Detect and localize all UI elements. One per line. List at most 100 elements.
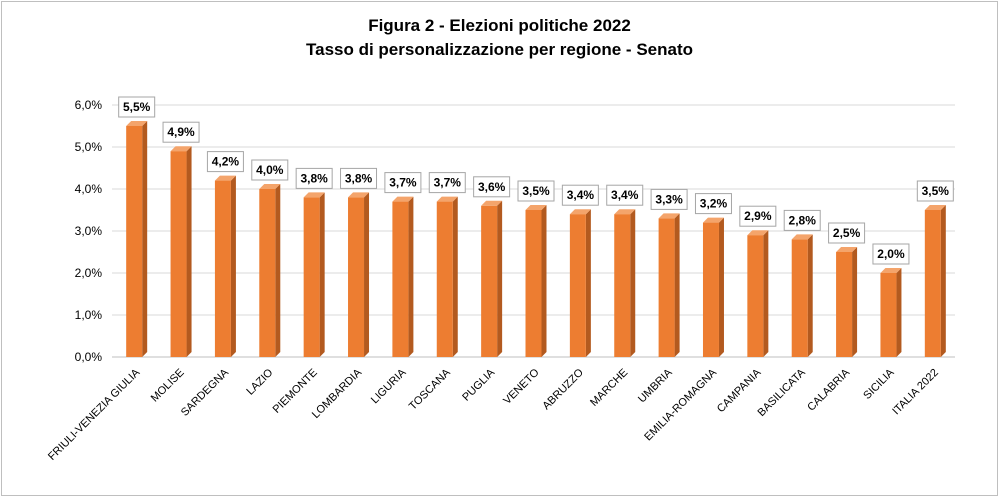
data-label: 3,2%	[700, 197, 728, 211]
data-label: 3,4%	[567, 188, 595, 202]
bar-group	[614, 209, 636, 357]
category-label: ABRUZZO	[540, 366, 586, 412]
y-tick-label: 2,0%	[75, 266, 103, 280]
bar-side	[364, 192, 370, 357]
bar-top	[924, 205, 946, 210]
bar-group	[747, 230, 769, 357]
bar-top	[481, 200, 503, 206]
data-label-box	[606, 184, 644, 206]
data-label: 3,8%	[300, 171, 328, 185]
bar	[348, 197, 365, 357]
bar-side	[541, 205, 547, 357]
bar-group	[348, 192, 370, 357]
data-label: 2,9%	[744, 209, 772, 223]
bar-group	[791, 234, 813, 357]
data-label-box	[295, 167, 333, 189]
bar-top	[392, 196, 414, 202]
data-label-box	[828, 222, 866, 244]
data-label-box	[916, 180, 954, 202]
bar-side	[275, 184, 281, 357]
category-label: MOLISE	[149, 367, 187, 405]
data-label: 3,8%	[345, 171, 373, 185]
bar-top	[348, 192, 370, 198]
category-label: MARCHE	[588, 367, 630, 409]
bar-side	[674, 213, 680, 357]
y-tick-label: 5,0%	[75, 140, 103, 154]
data-label: 3,5%	[522, 184, 550, 198]
bar	[569, 214, 586, 357]
data-label: 3,6%	[478, 180, 506, 194]
bar-side	[230, 175, 236, 357]
bar-top	[791, 234, 813, 240]
bar-top	[214, 175, 236, 181]
chart-subtitle: Tasso di personalizzazione per regione -…	[306, 40, 693, 59]
bar	[924, 210, 941, 357]
data-label: 5,5%	[123, 100, 151, 114]
data-label: 3,7%	[434, 176, 462, 190]
bar	[614, 214, 631, 357]
bar-top	[702, 217, 724, 223]
bar-side	[763, 230, 769, 357]
data-label-box	[340, 167, 378, 189]
category-label: PIEMONTE	[271, 367, 320, 416]
category-label: CALABRIA	[805, 366, 852, 413]
data-label-box	[162, 121, 200, 143]
bar-side	[142, 121, 148, 357]
bar-side	[452, 196, 458, 357]
bar-top	[836, 247, 858, 252]
bar-group	[525, 205, 547, 357]
bar-group	[924, 205, 946, 357]
y-tick-label: 3,0%	[75, 224, 103, 238]
bar-group	[481, 200, 503, 357]
bar	[702, 222, 719, 357]
bar-top	[170, 146, 192, 152]
bar-group	[259, 184, 281, 357]
category-label: FRIULI-VENEZIA GIULIA	[46, 366, 143, 463]
data-label: 4,0%	[256, 163, 284, 177]
category-label: SARDEGNA	[179, 366, 232, 419]
category-label: BASILICATA	[756, 366, 809, 419]
bar-side	[852, 247, 858, 357]
category-label: LIGURIA	[369, 366, 409, 406]
bar-group	[702, 217, 724, 357]
y-tick-label: 1,0%	[75, 308, 103, 322]
data-label-box	[206, 151, 244, 173]
y-tick-label: 6,0%	[75, 98, 103, 112]
data-label-box	[739, 205, 777, 227]
bar-side	[896, 268, 902, 357]
bar-side	[319, 192, 325, 357]
bar	[214, 180, 231, 357]
bar-group	[836, 247, 858, 357]
bar-group	[170, 146, 192, 357]
data-label: 3,4%	[611, 188, 639, 202]
data-label-box	[384, 172, 422, 194]
y-tick-label: 0,0%	[75, 350, 103, 364]
bar	[791, 239, 808, 357]
data-label: 2,8%	[789, 213, 817, 227]
bar	[525, 210, 542, 357]
bar-group	[126, 121, 148, 357]
data-label: 3,7%	[389, 176, 417, 190]
category-label: PUGLIA	[460, 366, 497, 403]
bar-group	[303, 192, 325, 357]
category-label: TOSCANA	[407, 366, 453, 412]
bar	[303, 197, 320, 357]
category-label: SICILIA	[861, 366, 897, 402]
bar	[170, 151, 187, 357]
bar	[126, 126, 143, 357]
bar	[481, 205, 498, 357]
chart-title-block: Figura 2 - Elezioni politiche 2022 Tasso…	[0, 14, 999, 62]
data-label-box	[517, 180, 555, 202]
data-label: 4,9%	[167, 125, 195, 139]
bar-side	[585, 209, 591, 357]
bar-group	[436, 196, 458, 357]
data-label: 3,3%	[655, 192, 683, 206]
bar-top	[569, 209, 591, 215]
bar-top	[658, 213, 680, 219]
bar-top	[259, 184, 281, 189]
bar-side	[630, 209, 636, 357]
data-label-box	[783, 209, 821, 231]
bar-top	[525, 205, 547, 210]
bar-group	[658, 213, 680, 357]
bar-top	[436, 196, 458, 202]
